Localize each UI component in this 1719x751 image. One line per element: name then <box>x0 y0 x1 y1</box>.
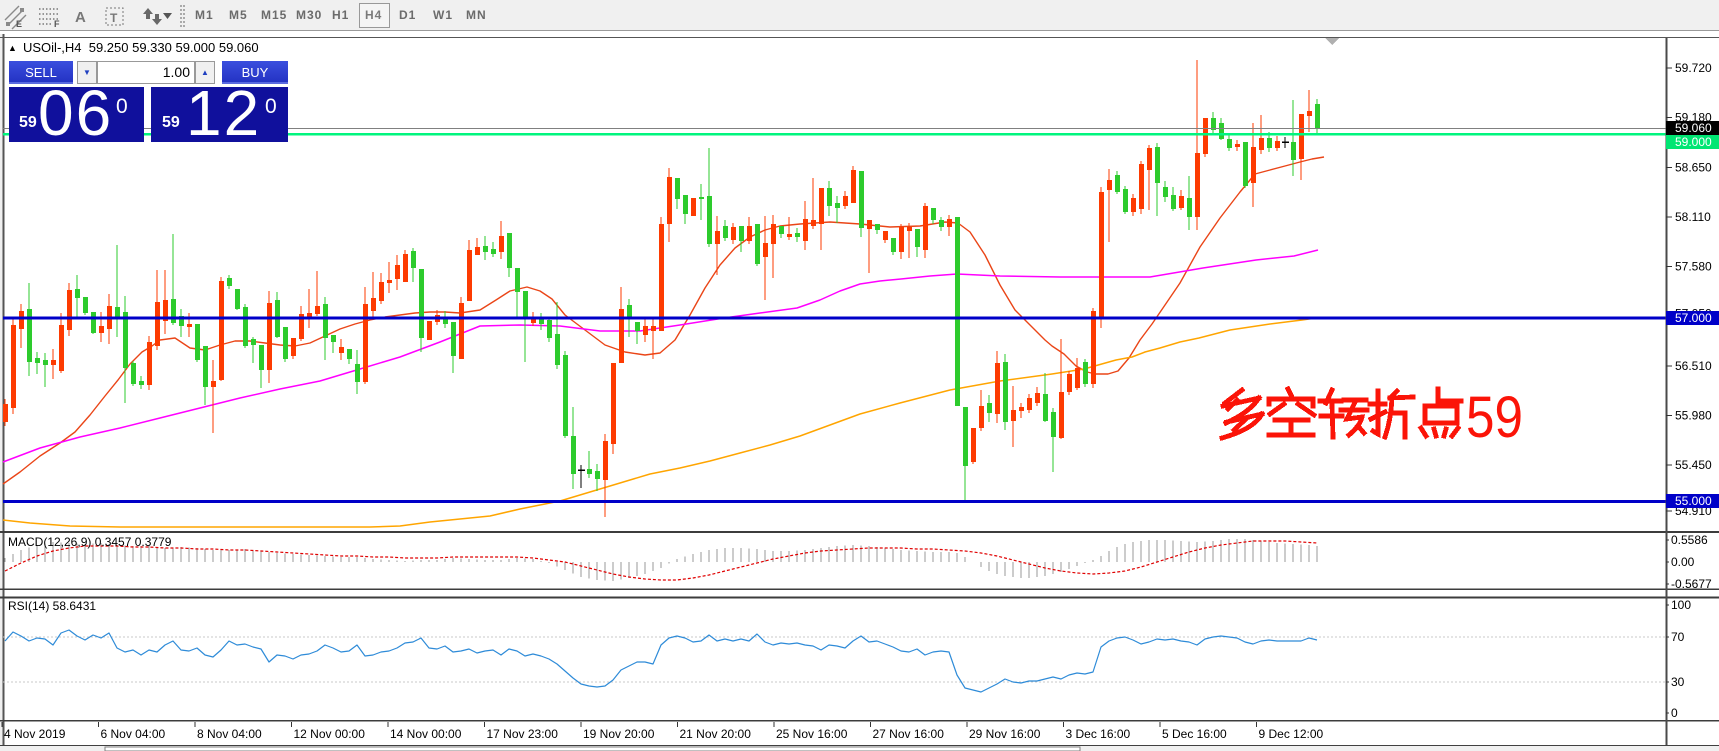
svg-text:T: T <box>110 11 118 25</box>
svg-text:A: A <box>75 9 86 26</box>
svg-text:70: 70 <box>1671 630 1685 644</box>
svg-text:E: E <box>16 19 22 29</box>
svg-text:0: 0 <box>1671 706 1678 720</box>
svg-text:19 Nov 20:00: 19 Nov 20:00 <box>583 727 655 741</box>
svg-text:0.00: 0.00 <box>1671 555 1695 569</box>
svg-text:F: F <box>54 19 60 29</box>
svg-text:0.5586: 0.5586 <box>1671 533 1708 547</box>
svg-text:59: 59 <box>1466 385 1523 450</box>
svg-text:58.110: 58.110 <box>1675 210 1711 224</box>
svg-text:56.510: 56.510 <box>1675 359 1712 373</box>
svg-text:RSI(14) 58.6431: RSI(14) 58.6431 <box>8 599 96 613</box>
svg-text:8 Nov 04:00: 8 Nov 04:00 <box>197 727 262 741</box>
svg-text:27 Nov 16:00: 27 Nov 16:00 <box>873 727 945 741</box>
svg-text:21 Nov 20:00: 21 Nov 20:00 <box>680 727 752 741</box>
svg-text:25 Nov 16:00: 25 Nov 16:00 <box>776 727 848 741</box>
svg-text:12 Nov 00:00: 12 Nov 00:00 <box>294 727 366 741</box>
svg-text:MACD(12,26,9) 0.3457 0.3779: MACD(12,26,9) 0.3457 0.3779 <box>8 535 172 549</box>
svg-text:57.000: 57.000 <box>1675 311 1712 325</box>
svg-text:59.720: 59.720 <box>1675 61 1712 75</box>
svg-text:59.060: 59.060 <box>1675 121 1712 135</box>
svg-text:17 Nov 23:00: 17 Nov 23:00 <box>487 727 559 741</box>
svg-text:55.450: 55.450 <box>1675 458 1712 472</box>
svg-text:58.650: 58.650 <box>1675 160 1712 174</box>
svg-text:3 Dec 16:00: 3 Dec 16:00 <box>1066 727 1131 741</box>
svg-text:9 Dec 12:00: 9 Dec 12:00 <box>1259 727 1324 741</box>
svg-text:14 Nov 00:00: 14 Nov 00:00 <box>390 727 462 741</box>
svg-text:4 Nov 2019: 4 Nov 2019 <box>4 727 66 741</box>
svg-text:29 Nov 16:00: 29 Nov 16:00 <box>969 727 1041 741</box>
svg-text:55.000: 55.000 <box>1675 494 1712 508</box>
svg-text:-0.5677: -0.5677 <box>1671 577 1712 591</box>
svg-text:5 Dec 16:00: 5 Dec 16:00 <box>1162 727 1227 741</box>
svg-text:59.000: 59.000 <box>1675 135 1712 149</box>
svg-text:55.980: 55.980 <box>1675 409 1712 423</box>
svg-text:30: 30 <box>1671 675 1685 689</box>
svg-text:100: 100 <box>1671 598 1691 612</box>
svg-text:57.580: 57.580 <box>1675 260 1712 274</box>
svg-text:6 Nov 04:00: 6 Nov 04:00 <box>101 727 166 741</box>
